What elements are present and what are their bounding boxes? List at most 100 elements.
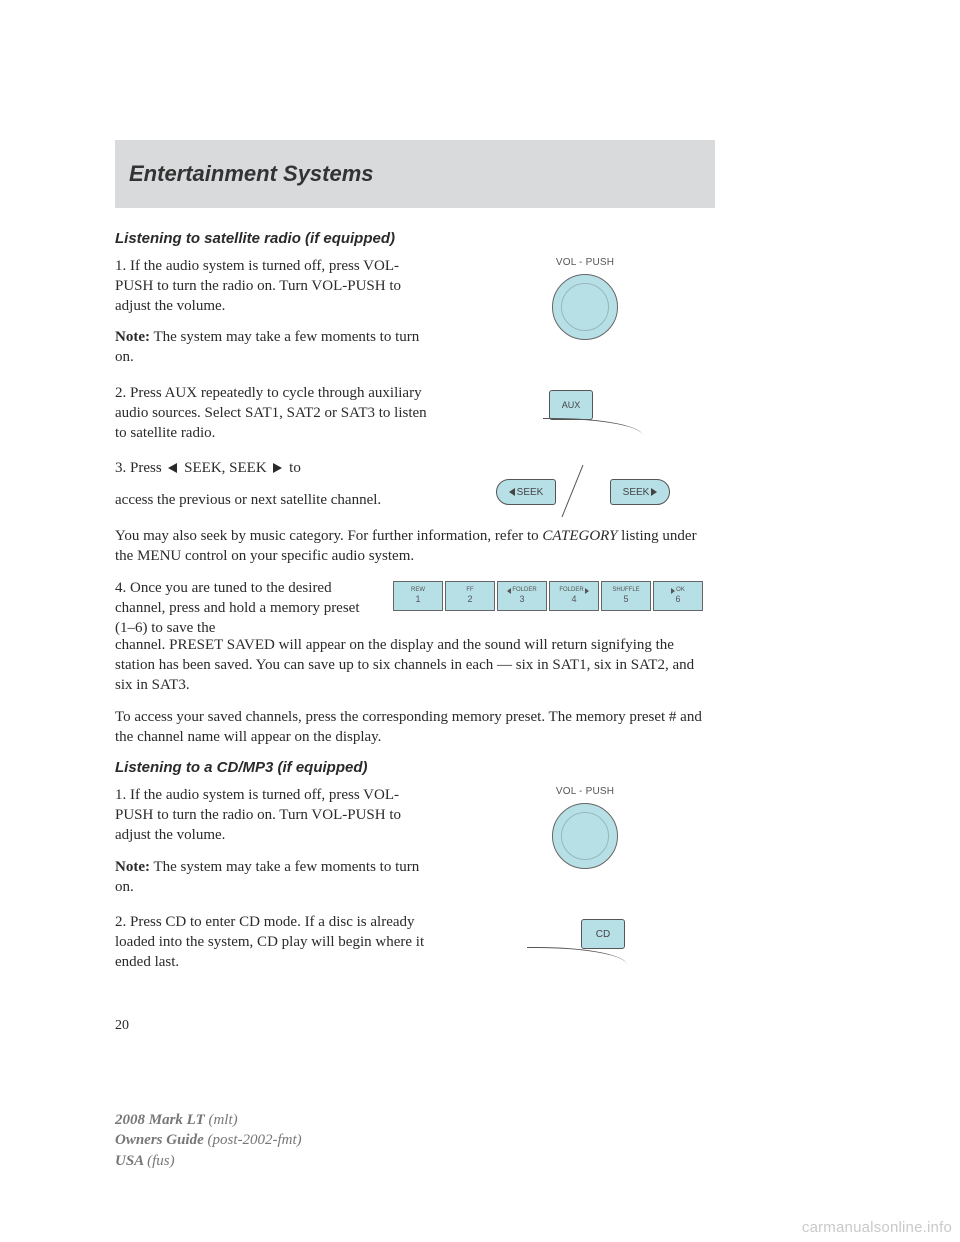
cd-wrap: CD [525, 913, 645, 957]
step1-para: 1. If the audio system is turned off, pr… [115, 257, 437, 316]
tri-xs-left-icon [507, 588, 511, 594]
cd-knob-inner [561, 812, 609, 860]
preset-1-top: REW [411, 587, 425, 594]
cat-a: You may also seek by music category. For… [115, 528, 542, 544]
cd-step1-para: 1. If the audio system is turned off, pr… [115, 786, 437, 845]
footer-line2: Owners Guide (post-2002-fmt) [115, 1130, 302, 1150]
step3-b: SEEK, SEEK [180, 460, 270, 476]
note-text: The system may take a few moments to tur… [115, 329, 419, 365]
cd-volume-knob-icon [552, 803, 618, 869]
preset-row: REW1 FF2 FOLDER3 FOLDER4 SHUFFLE5 OK6 [393, 581, 703, 611]
cd-step2-row: 2. Press CD to enter CD mode. If a disc … [115, 913, 715, 984]
step4-row: 4. Once you are tuned to the desired cha… [115, 579, 715, 638]
footer-l3a: USA [115, 1153, 147, 1169]
preset-4-top: FOLDER [559, 587, 583, 594]
cd-curve [527, 947, 627, 965]
preset-row-figure: REW1 FF2 FOLDER3 FOLDER4 SHUFFLE5 OK6 [393, 579, 703, 611]
step2-text-col: 2. Press AUX repeatedly to cycle through… [115, 384, 437, 455]
step3-d: access the previous or next satellite ch… [115, 491, 437, 511]
footer-l3b: (fus) [147, 1153, 175, 1169]
vol-knob-figure: VOL - PUSH [455, 257, 715, 380]
cd-button-figure: CD [455, 913, 715, 984]
preset-6-icon: OK6 [653, 581, 703, 611]
cd-vol-knob-figure: VOL - PUSH [455, 786, 715, 909]
step2-para: 2. Press AUX repeatedly to cycle through… [115, 384, 437, 443]
footer-l1a: 2008 Mark LT [115, 1112, 208, 1128]
preset-4-num: 4 [571, 595, 576, 605]
tri-xs-right-icon [585, 588, 589, 594]
preset-6-num: 6 [675, 595, 680, 605]
preset-5-icon: SHUFFLE5 [601, 581, 651, 611]
footer-l2b: (post-2002-fmt) [208, 1132, 302, 1148]
cd-step2-para: 2. Press CD to enter CD mode. If a disc … [115, 913, 437, 972]
section1-heading: Listening to satellite radio (if equippe… [115, 230, 715, 247]
aux-button-figure: AUX [455, 384, 715, 455]
seek-wrap: SEEK SEEK [490, 459, 680, 523]
step1-text-col: 1. If the audio system is turned off, pr… [115, 257, 437, 380]
aux-button-icon: AUX [549, 390, 593, 420]
tri-left-icon [509, 488, 515, 496]
tri-right-icon [651, 488, 657, 496]
cd-step1-text-col: 1. If the audio system is turned off, pr… [115, 786, 437, 909]
step2-row: 2. Press AUX repeatedly to cycle through… [115, 384, 715, 455]
watermark: carmanualsonline.info [802, 1219, 952, 1236]
preset-2-num: 2 [467, 595, 472, 605]
preset-1-icon: REW1 [393, 581, 443, 611]
footer-line3: USA (fus) [115, 1151, 302, 1171]
footer-l1b: (mlt) [208, 1112, 237, 1128]
aux-curve [543, 418, 643, 436]
preset-5-num: 5 [623, 595, 628, 605]
step4-text-col: 4. Once you are tuned to the desired cha… [115, 579, 375, 638]
cd-label: CD [596, 929, 610, 940]
cd-step1-row: 1. If the audio system is turned off, pr… [115, 786, 715, 909]
cd-button-icon: CD [581, 919, 625, 949]
preset-6-top: OK [676, 587, 685, 594]
cd-step1-note: Note: The system may take a few moments … [115, 858, 437, 898]
play-icon [671, 588, 675, 594]
knob-inner [561, 283, 609, 331]
seek-left-label: SEEK [517, 487, 544, 498]
cd-vol-label: VOL - PUSH [556, 786, 614, 797]
step3-row: 3. Press SEEK, SEEK to access the previo… [115, 459, 715, 523]
preset-2-icon: FF2 [445, 581, 495, 611]
cat-em: CATEGORY [542, 528, 617, 544]
page: Entertainment Systems Listening to satel… [0, 0, 960, 1242]
preset-3-icon: FOLDER3 [497, 581, 547, 611]
preset-5-top: SHUFFLE [612, 587, 639, 594]
seek-right-label: SEEK [623, 487, 650, 498]
footer: 2008 Mark LT (mlt) Owners Guide (post-20… [115, 1110, 302, 1171]
aux-label: AUX [562, 400, 581, 410]
step3-text-col: 3. Press SEEK, SEEK to access the previo… [115, 459, 437, 523]
step3-a: 3. Press [115, 460, 165, 476]
aux-wrap: AUX [525, 384, 645, 428]
step4-rest: channel. PRESET SAVED will appear on the… [115, 636, 715, 695]
seek-right-arrow-icon [273, 463, 282, 473]
vol-push-label: VOL - PUSH [556, 257, 614, 268]
preset-3-num: 3 [519, 595, 524, 605]
seek-prev-button-icon: SEEK [496, 479, 556, 505]
note-label: Note: [115, 329, 150, 345]
header-band: Entertainment Systems [115, 140, 715, 208]
cd-step2-text-col: 2. Press CD to enter CD mode. If a disc … [115, 913, 437, 984]
preset-2-top: FF [466, 587, 473, 594]
step1-note: Note: The system may take a few moments … [115, 328, 437, 368]
footer-line1: 2008 Mark LT (mlt) [115, 1110, 302, 1130]
step3-c: to [285, 460, 300, 476]
preset-1-num: 1 [415, 595, 420, 605]
content: Listening to satellite radio (if equippe… [115, 230, 715, 989]
preset-4-icon: FOLDER4 [549, 581, 599, 611]
preset-3-top: FOLDER [512, 587, 536, 594]
seek-left-arrow-icon [168, 463, 177, 473]
volume-knob-icon [552, 274, 618, 340]
seek-buttons-figure: SEEK SEEK [455, 459, 715, 523]
access-saved-para: To access your saved channels, press the… [115, 708, 715, 748]
page-number: 20 [115, 1018, 129, 1034]
step3-para: 3. Press SEEK, SEEK to [115, 459, 437, 479]
cd-note-text: The system may take a few moments to tur… [115, 859, 419, 895]
cd-note-label: Note: [115, 859, 150, 875]
seek-divider [562, 465, 584, 517]
category-para: You may also seek by music category. For… [115, 527, 715, 567]
footer-l2a: Owners Guide [115, 1132, 208, 1148]
page-title: Entertainment Systems [129, 161, 374, 187]
step4-lead: 4. Once you are tuned to the desired cha… [115, 579, 375, 638]
